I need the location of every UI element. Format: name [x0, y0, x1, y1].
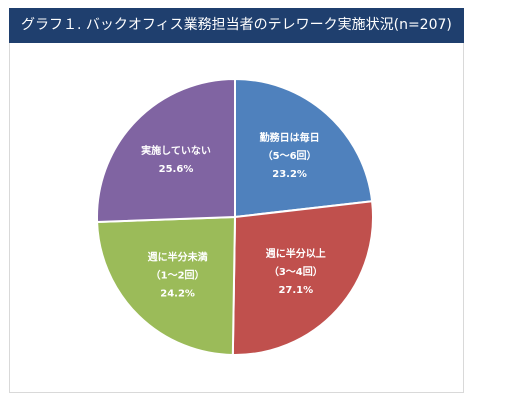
chart-title: グラフ１. バックオフィス業務担当者のテレワーク実施状況(n=207) — [9, 8, 464, 43]
slice-3-sublabel: （1～2回） — [151, 269, 205, 282]
slice-2-sublabel: （3～4回） — [269, 265, 323, 278]
slice-3-label: 週に半分未満 — [148, 251, 208, 264]
slice-1-value-label: 23.2% — [272, 169, 307, 180]
slice-3-value-label: 24.2% — [160, 289, 195, 300]
pie-slice-4 — [96, 77, 236, 224]
slice-1-sublabel: （5～6回） — [263, 149, 317, 162]
pie-slice-3 — [96, 215, 237, 356]
slice-2-label: 週に半分以上 — [266, 247, 326, 260]
slice-2-value-label: 27.1% — [278, 285, 313, 296]
pie-slice-1 — [234, 77, 374, 219]
slice-4-label: 実施していない — [141, 144, 211, 157]
slice-4-value-label: 25.6% — [159, 164, 194, 175]
pie-slice-2 — [231, 200, 374, 356]
slice-1-label: 勤務日は毎日 — [260, 131, 320, 144]
